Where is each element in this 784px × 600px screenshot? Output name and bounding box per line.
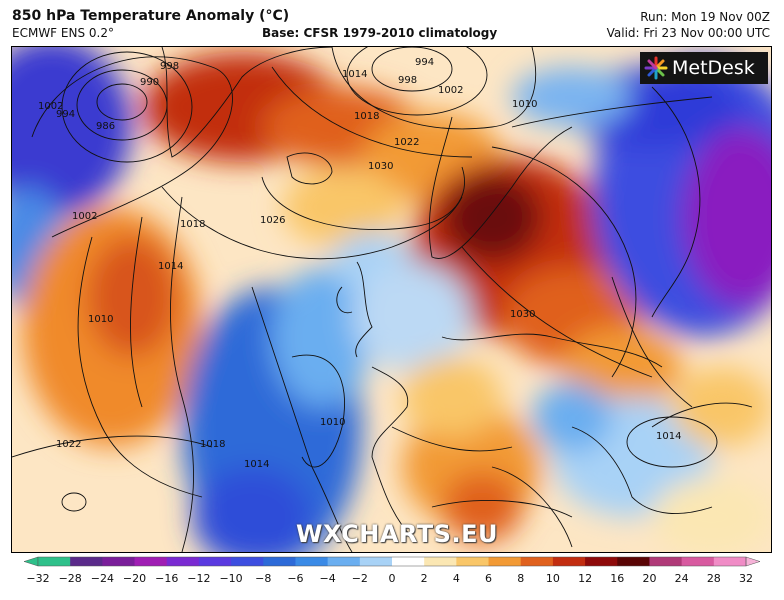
isobar-label: 1002 [72, 211, 97, 222]
colorbar-tick-label: −2 [352, 572, 368, 585]
baltic-coast [441, 333, 663, 368]
scandinavia-coast [428, 116, 573, 259]
colorbar-segment [713, 557, 747, 566]
colorbar-segment [166, 557, 200, 566]
colorbar-tick-label: −10 [219, 572, 242, 585]
isobar-label: 1018 [354, 111, 379, 122]
colorbar-tick-label: 20 [642, 572, 656, 585]
isobar-label: 994 [56, 109, 75, 120]
arctic-coast [511, 96, 713, 128]
greenland-coast [161, 47, 333, 158]
colorbar-segment [134, 557, 168, 566]
colorbar-segment [70, 557, 103, 566]
isobar-label: 1010 [320, 417, 345, 428]
colorbar-tick-label: 4 [453, 572, 460, 585]
isobar-label: 990 [140, 77, 159, 88]
colorbar-tick-label: 8 [517, 572, 524, 585]
black-sea-coast [651, 402, 753, 428]
colorbar-segment [231, 557, 264, 566]
anomaly-map[interactable]: 998 990 986 994 1002 1014 998 994 1002 1… [11, 46, 772, 553]
colorbar-segment [359, 557, 393, 566]
isobar-label: 1014 [244, 459, 269, 470]
isobar-label: 998 [398, 75, 417, 86]
isobar-label: 1018 [200, 439, 225, 450]
colorbar-segment [263, 557, 296, 566]
isobar-label: 1014 [656, 431, 681, 442]
isobar-label: 986 [96, 121, 115, 132]
isobar-label: 998 [160, 61, 179, 72]
chart-title: 850 hPa Temperature Anomaly (°C) [12, 8, 290, 24]
isobar-label: 1030 [510, 309, 535, 320]
isobar-label: 1010 [512, 99, 537, 110]
isobar-label: 1014 [342, 69, 367, 80]
isobar-label: 1026 [260, 215, 285, 226]
colorbar-segment [649, 557, 683, 566]
colorbar-tick-label: −8 [255, 572, 271, 585]
colorbar-segment [424, 557, 457, 566]
mediterranean-coast [491, 426, 713, 548]
colorbar-segment [198, 557, 232, 566]
colorbar-outline [37, 556, 747, 567]
colorbar-tick-label: 2 [421, 572, 428, 585]
wxcharts-watermark: WXCHARTS.EU [296, 520, 498, 548]
anomaly-map-canvas: 998 990 986 994 1002 1014 998 994 1002 1… [12, 47, 771, 552]
isobar-label: 1022 [394, 137, 419, 148]
isobar-label: 1002 [438, 85, 463, 96]
france-iberia-coast [371, 366, 413, 538]
colorbar-right-arrow [745, 556, 760, 567]
colorbar-segment [520, 557, 554, 566]
colorbar-tick-label: −32 [26, 572, 49, 585]
isobar-label: 1002 [38, 101, 63, 112]
colorbar-segment [681, 557, 715, 566]
isobar-label: 1022 [56, 439, 81, 450]
run-time-label: Run: Mon 19 Nov 00Z [640, 10, 770, 24]
colorbar-tick-label: −16 [155, 572, 178, 585]
colorbar-segment [488, 557, 522, 566]
colorbar-legend: −32 −28 −24 −20 −16 −12 −10 −8 −6 −4 −2 0 2 4 6 8 10 12 16… [24, 556, 760, 585]
valid-time-label: Valid: Fri 23 Nov 00:00 UTC [606, 26, 770, 40]
colorbar-tick-label: 6 [485, 572, 492, 585]
isobar-label: 1010 [88, 314, 113, 325]
colorbar-tick-label: 10 [546, 572, 560, 585]
colorbar-segment [327, 557, 361, 566]
colorbar-tick-label: −12 [187, 572, 210, 585]
colorbar-tick-label: 28 [707, 572, 721, 585]
anomaly-field [12, 47, 771, 552]
coastlines [161, 47, 753, 548]
colorbar-left-arrow [24, 556, 39, 567]
colorbar-tick-label: 0 [389, 572, 396, 585]
colorbar-tick-label: −4 [320, 572, 336, 585]
colorbar-segment [552, 557, 586, 566]
isobar-label: 994 [415, 57, 434, 68]
colorbar-tick-label: −20 [123, 572, 146, 585]
colorbar-tick-label: 12 [578, 572, 592, 585]
isobar-label: 1018 [180, 219, 205, 230]
colorbar-segment [102, 557, 136, 566]
isobar-label-layer: 998 990 986 994 1002 1014 998 994 1002 1… [38, 57, 681, 470]
climatology-base-label: Base: CFSR 1979-2010 climatology [262, 26, 498, 40]
british-isles-coast [336, 261, 373, 358]
colorbar-segment [38, 557, 71, 566]
colorbar-tick-label: −28 [59, 572, 82, 585]
iceland-coast [286, 152, 333, 185]
colorbar-tick-label: −6 [287, 572, 303, 585]
colorbar-tick-label: 16 [610, 572, 624, 585]
colorbar-tick-label: 32 [739, 572, 753, 585]
colorbar-tick-label: 24 [675, 572, 689, 585]
colorbar-segment [585, 557, 618, 566]
colorbar-segment [617, 557, 650, 566]
colorbar-tick-label: −24 [91, 572, 114, 585]
model-label: ECMWF ENS 0.2° [12, 26, 114, 40]
colorbar-segment [392, 557, 425, 566]
colorbar-segment [456, 557, 490, 566]
isobar-label: 1030 [368, 161, 393, 172]
isobars [12, 47, 718, 552]
colorbar-segment [295, 557, 329, 566]
metdesk-burst-icon [644, 56, 668, 80]
metdesk-logo-text: MetDesk [672, 57, 755, 79]
metdesk-logo: MetDesk [640, 52, 768, 84]
isobar-label: 1014 [158, 261, 183, 272]
